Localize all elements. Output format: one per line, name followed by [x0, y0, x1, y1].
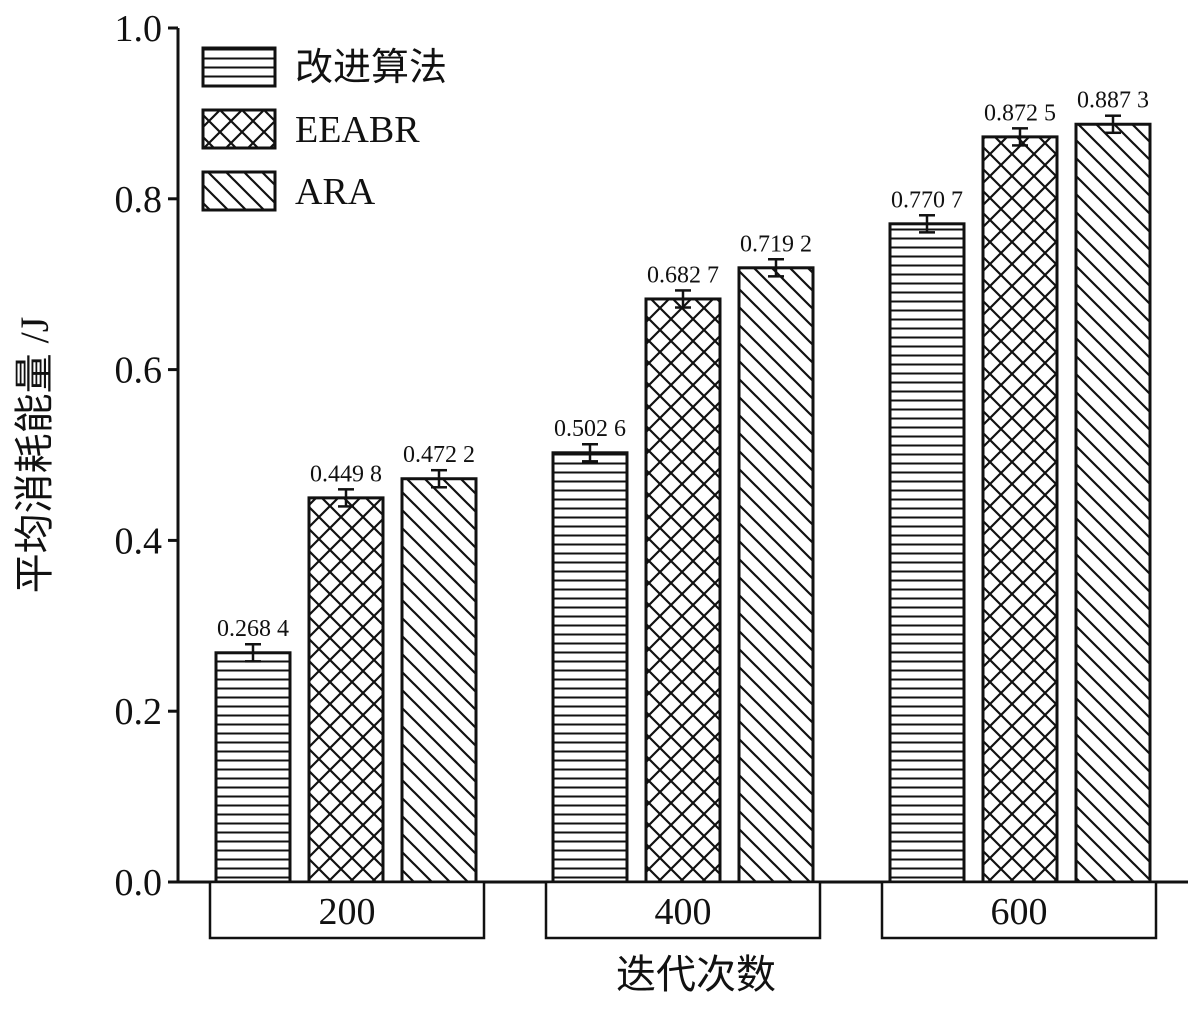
bar [400, 477, 478, 884]
legend-swatch [201, 170, 277, 212]
y-tick-label: 0.6 [115, 350, 163, 392]
legend-label: 改进算法 [295, 47, 447, 89]
y-ticks: 0.0 0.2 0.4 0.6 0.8 1.0 [115, 8, 178, 904]
data-label: 0.872 5 [984, 100, 1056, 126]
bar [1074, 122, 1152, 884]
x-tick-label: 600 [991, 891, 1048, 933]
legend-swatch [201, 108, 277, 150]
bar [888, 222, 966, 884]
legend-label: ARA [295, 171, 376, 213]
y-tick-label: 1.0 [115, 8, 163, 50]
y-tick-label: 0.8 [115, 179, 163, 221]
legend-label: EEABR [295, 109, 420, 151]
y-tick-label: 0.0 [115, 862, 163, 904]
x-tick-label: 200 [319, 891, 376, 933]
x-axis-title: 迭代次数 [616, 952, 776, 997]
y-tick-label: 0.2 [115, 691, 163, 733]
category-box [544, 880, 822, 940]
bar [981, 135, 1059, 884]
data-label: 0.682 7 [647, 262, 719, 288]
x-tick-label: 400 [655, 891, 712, 933]
data-label: 0.449 8 [310, 461, 382, 487]
y-tick-label: 0.4 [115, 520, 163, 562]
legend-swatch [201, 46, 277, 88]
data-label: 0.719 2 [740, 231, 812, 257]
category-box [880, 880, 1158, 940]
data-label: 0.502 6 [554, 416, 626, 442]
category-boxes: 200 400 600 [208, 880, 1158, 940]
bar [307, 496, 385, 884]
data-label: 0.887 3 [1077, 88, 1149, 114]
category-box [208, 880, 486, 940]
y-axis-title: 平均消耗能量 /J [12, 317, 57, 594]
bars: 0.268 4 0.449 8 0.472 2 0.502 6 0.682 7 0.719… [214, 88, 1152, 884]
bar [644, 297, 722, 884]
data-label: 0.770 7 [891, 187, 963, 213]
bar [551, 451, 629, 884]
bar [214, 651, 292, 884]
bar [737, 266, 815, 884]
legend: 改进算法 EEABR ARA [201, 46, 447, 213]
data-label: 0.472 2 [403, 442, 475, 468]
data-label: 0.268 4 [217, 616, 289, 642]
